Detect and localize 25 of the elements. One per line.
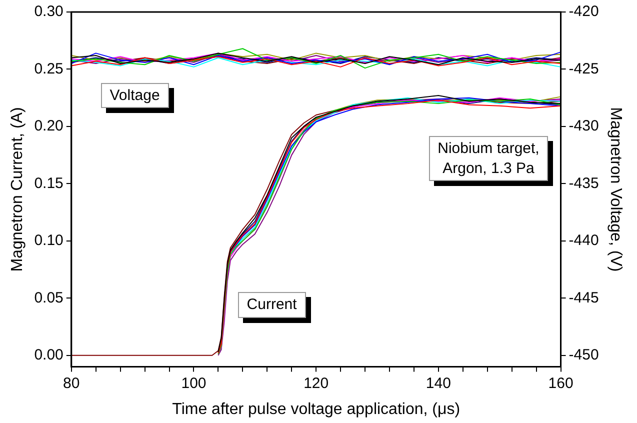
x-axis-title: Time after pulse voltage application, (μs) [172, 400, 460, 418]
y2-tick-label: -445 [568, 289, 599, 306]
y-tick-label: 0.25 [34, 60, 64, 78]
y-tick-label: 0.15 [34, 174, 64, 192]
y2-tick-label: -450 [568, 346, 599, 364]
y2-tick-label: -425 [568, 60, 599, 78]
annotation: Niobium target, Argon, 1.3 Pa [428, 136, 548, 182]
y-tick-label: 0.05 [34, 289, 64, 306]
x-tick-label: 80 [63, 374, 80, 392]
annotation: Voltage [100, 82, 169, 108]
y2-tick-label: -440 [568, 232, 599, 250]
x-tick-label: 140 [426, 374, 451, 392]
y2-tick-label: -420 [568, 3, 599, 20]
y-axis-title: Magnetron Current, (A) [9, 107, 26, 272]
y-tick-label: 0.10 [34, 232, 64, 250]
x-tick-label: 100 [181, 374, 206, 392]
annotation: Current [238, 292, 306, 318]
x-tick-label: 120 [304, 374, 329, 392]
y-tick-label: 0.00 [34, 346, 64, 364]
y2-tick-label: -430 [568, 118, 599, 135]
y-tick-label: 0.20 [34, 118, 64, 135]
y2-axis-title: Magnetron Voltage, (V) [606, 107, 624, 272]
x-tick-label: 160 [548, 374, 574, 392]
y-tick-label: 0.30 [34, 3, 64, 20]
y2-tick-label: -435 [568, 174, 599, 192]
